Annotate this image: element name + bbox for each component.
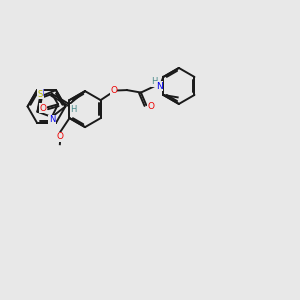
Text: S: S: [38, 90, 43, 99]
Text: N: N: [37, 89, 44, 98]
Text: N: N: [156, 82, 163, 91]
Text: N: N: [49, 116, 55, 124]
Text: H: H: [151, 77, 158, 86]
Text: O: O: [110, 86, 117, 95]
Text: O: O: [148, 102, 155, 111]
Text: H: H: [70, 105, 77, 114]
Text: O: O: [56, 132, 63, 141]
Text: O: O: [40, 104, 46, 113]
